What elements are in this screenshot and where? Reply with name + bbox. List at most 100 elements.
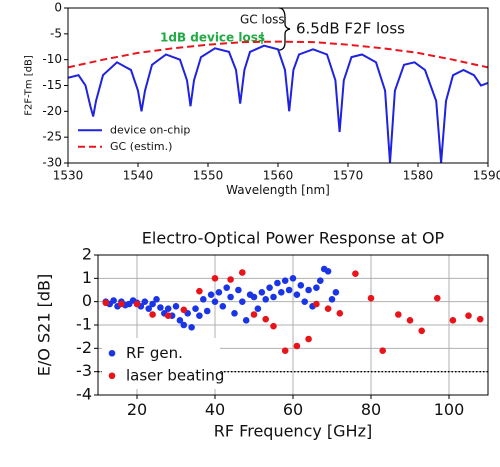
data-point: [324, 268, 332, 275]
y-tick-label: 1: [82, 268, 92, 287]
y-tick-label: -25: [42, 130, 62, 144]
data-point: [176, 317, 184, 324]
data-point: [145, 305, 152, 312]
data-point: [133, 300, 141, 308]
data-point: [149, 311, 156, 318]
x-tick-label: 1530: [53, 169, 84, 183]
legend-label: GC (estim.): [110, 140, 172, 153]
data-point: [262, 296, 270, 303]
data-point: [317, 277, 324, 284]
legend-swatch: [108, 372, 116, 380]
data-point: [215, 289, 223, 296]
data-point: [332, 289, 340, 296]
y-tick-label: 2: [82, 245, 92, 264]
data-point: [223, 284, 230, 291]
y-axis-label: E/O S21 [dB]: [35, 274, 54, 376]
data-point: [149, 300, 156, 308]
data-point: [239, 298, 246, 305]
frame: [97, 254, 489, 396]
data-point: [192, 305, 199, 312]
legend-label: laser beating: [126, 366, 224, 384]
data-point: [141, 298, 149, 305]
data-point: [449, 317, 457, 324]
y-axis-label: F2F-Tm [dB]: [23, 55, 34, 116]
legend-label: device on-chip: [110, 123, 190, 136]
data-point: [180, 306, 188, 314]
data-point: [164, 312, 172, 319]
data-point: [293, 342, 301, 350]
data-point: [313, 284, 320, 291]
data-point: [118, 300, 125, 308]
data-point: [200, 296, 207, 303]
data-point: [281, 347, 289, 354]
data-point: [211, 275, 219, 282]
y-tick-label: -10: [42, 52, 62, 66]
data-point: [266, 284, 273, 291]
data-point: [297, 282, 305, 289]
data-point: [164, 305, 172, 312]
x-tick-label: 80: [361, 400, 381, 419]
data-point: [305, 335, 312, 343]
data-point: [465, 312, 472, 319]
data-point: [258, 289, 266, 296]
x-tick-label: 1560: [263, 169, 294, 183]
legend-box: [102, 338, 220, 389]
data-point: [207, 291, 215, 298]
data-point: [270, 293, 277, 301]
data-point: [367, 294, 375, 302]
data-point: [254, 305, 262, 312]
plot-area: [68, 40, 488, 163]
data-point: [203, 307, 211, 315]
data-line: [68, 40, 488, 69]
x-axis-label: RF Frequency [GHz]: [214, 421, 372, 440]
x-tick-label: 1550: [193, 169, 224, 183]
annotation: 1dB device loss: [160, 31, 265, 45]
data-point: [227, 293, 234, 301]
x-tick-label: 1540: [123, 169, 154, 183]
y-tick-label: 0: [82, 291, 92, 310]
data-point: [235, 286, 242, 294]
frame: [67, 7, 489, 164]
data-point: [336, 310, 344, 317]
legend-label: RF gen.: [126, 344, 183, 362]
brace: [278, 7, 291, 51]
data-point: [227, 276, 234, 283]
annotation: GC loss: [240, 13, 285, 27]
y-tick-label: -15: [42, 78, 62, 92]
data-point: [285, 286, 293, 294]
data-point: [328, 296, 336, 303]
data-point: [153, 296, 160, 303]
x-tick-label: 20: [127, 400, 147, 419]
data-point: [289, 275, 297, 282]
data-point: [270, 322, 277, 330]
x-tick-label: 60: [283, 400, 303, 419]
data-point: [172, 303, 180, 310]
data-point: [231, 310, 238, 317]
data-point: [406, 317, 414, 324]
data-point: [196, 312, 203, 319]
data-point: [211, 298, 219, 305]
y-tick-label: -30: [42, 156, 62, 170]
data-point: [379, 347, 387, 354]
data-point: [434, 294, 441, 302]
x-tick-label: 1590: [473, 169, 500, 183]
x-axis-label: Wavelength [nm]: [226, 183, 330, 197]
data-line: [68, 44, 488, 163]
data-point: [262, 315, 270, 323]
data-point: [305, 286, 312, 294]
y-tick-label: -1: [76, 315, 92, 334]
data-point: [239, 269, 246, 276]
annotation: 6.5dB F2F loss: [296, 20, 405, 38]
y-tick-label: -20: [42, 104, 62, 118]
data-point: [274, 279, 281, 287]
data-point: [281, 277, 289, 284]
data-point: [324, 305, 332, 312]
data-point: [219, 303, 227, 310]
data-point: [180, 321, 188, 329]
chart-title: Electro-Optical Power Response at OP: [142, 229, 445, 248]
data-point: [157, 304, 164, 311]
data-point: [395, 311, 402, 318]
y-tick-label: -4: [76, 385, 92, 404]
data-point: [301, 298, 309, 305]
